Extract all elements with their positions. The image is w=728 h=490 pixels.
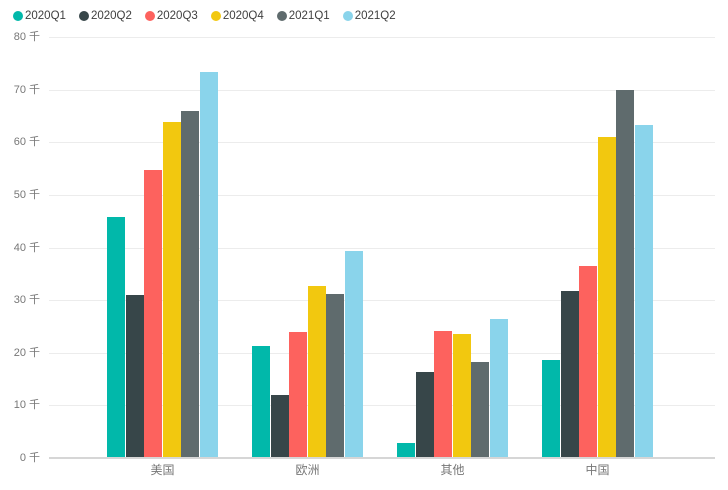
bar-2020Q3-美国[interactable]: [144, 170, 163, 458]
y-tick-label: 20 千: [13, 346, 40, 359]
bar-2021Q2-其他[interactable]: [489, 319, 508, 458]
bar-2021Q1-其他[interactable]: [471, 362, 490, 458]
bar-2020Q3-欧洲[interactable]: [289, 332, 308, 458]
gridline: [49, 89, 715, 91]
legend: 2020Q1 2020Q2 2020Q3 2020Q4 2021Q1 2021Q2: [13, 7, 396, 25]
gridline: [49, 352, 715, 354]
bar-2020Q1-中国[interactable]: [542, 360, 560, 458]
legend-item-2021Q1[interactable]: 2021Q1: [276, 7, 330, 25]
bar-2021Q2-欧洲[interactable]: [344, 251, 363, 458]
bar-2020Q2-其他[interactable]: [415, 372, 434, 458]
plot-area: [49, 37, 715, 459]
y-tick-label: 80 千: [13, 31, 40, 43]
gridline: [49, 194, 715, 196]
legend-item-2020Q1[interactable]: 2020Q1: [13, 7, 66, 25]
gridline: [49, 37, 715, 38]
legend-item-2020Q2[interactable]: 2020Q2: [78, 7, 132, 25]
bar-2020Q4-美国[interactable]: [162, 122, 181, 458]
bar-2020Q2-美国[interactable]: [125, 295, 144, 458]
legend-swatch-icon: [276, 11, 287, 21]
y-tick-label: 60 千: [13, 136, 40, 149]
bar-2020Q3-中国[interactable]: [579, 266, 598, 458]
bar-2020Q3-其他[interactable]: [434, 331, 453, 458]
gridline: [49, 142, 715, 144]
gridline: [49, 405, 715, 407]
legend-item-label: 2020Q2: [90, 10, 132, 22]
legend-swatch-icon: [78, 11, 89, 21]
bar-group-美国: [107, 37, 218, 458]
bar-2021Q2-美国[interactable]: [199, 72, 218, 458]
y-tick-label: 50 千: [13, 188, 40, 201]
legend-item-label: 2020Q4: [222, 10, 264, 22]
bar-group-欧洲: [252, 37, 363, 458]
x-category-label-其他: 其他: [440, 463, 465, 477]
x-category-label-欧洲: 欧洲: [295, 463, 320, 477]
bar-group-中国: [542, 37, 653, 458]
bar-2021Q1-美国[interactable]: [181, 111, 200, 458]
bar-2021Q1-中国[interactable]: [616, 90, 635, 458]
x-axis-line: [49, 457, 715, 459]
x-category-label-中国: 中国: [585, 463, 610, 477]
legend-item-label: 2020Q1: [25, 10, 66, 22]
bar-2020Q4-其他[interactable]: [452, 334, 471, 458]
bar-2021Q2-中国[interactable]: [634, 125, 653, 458]
gridline: [49, 300, 715, 302]
legend-item-2020Q3[interactable]: 2020Q3: [144, 7, 198, 25]
bar-2020Q2-欧洲[interactable]: [270, 395, 289, 458]
bar-2020Q1-美国[interactable]: [107, 217, 125, 458]
y-tick-label: 0 千: [19, 452, 40, 464]
x-category-label-美国: 美国: [150, 463, 175, 477]
bar-2020Q2-中国[interactable]: [560, 291, 579, 458]
bar-2020Q4-欧洲[interactable]: [307, 286, 326, 458]
gridline: [49, 247, 715, 249]
bar-2020Q4-中国[interactable]: [597, 137, 616, 458]
bar-group-其他: [397, 37, 508, 458]
legend-item-label: 2020Q3: [156, 10, 198, 22]
legend-item-2021Q2[interactable]: 2021Q2: [342, 7, 396, 25]
y-tick-label: 70 千: [13, 83, 40, 96]
legend-swatch-icon: [342, 11, 353, 21]
legend-item-label: 2021Q1: [288, 10, 330, 22]
bar-2021Q1-欧洲[interactable]: [326, 294, 345, 458]
y-tick-label: 30 千: [13, 294, 40, 307]
legend-swatch-icon: [13, 11, 23, 21]
legend-item-label: 2021Q2: [354, 10, 396, 22]
bars-layer: [49, 37, 715, 458]
y-tick-label: 40 千: [13, 241, 40, 254]
legend-swatch-icon: [210, 11, 221, 21]
bar-2020Q1-其他[interactable]: [397, 443, 415, 458]
bar-2020Q1-欧洲[interactable]: [252, 346, 270, 458]
y-tick-label: 10 千: [13, 399, 40, 412]
legend-swatch-icon: [144, 11, 155, 21]
legend-item-2020Q4[interactable]: 2020Q4: [210, 7, 264, 25]
